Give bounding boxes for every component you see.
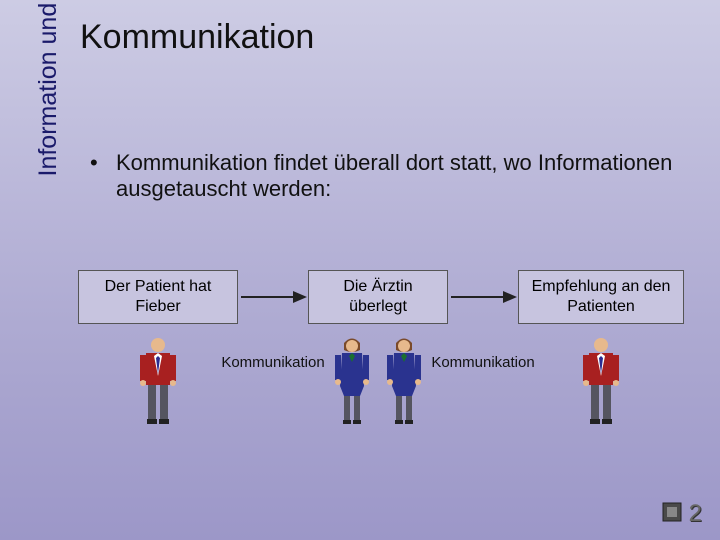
arrow-2	[448, 288, 518, 306]
step-box-2: Die Ärztin überlegt	[308, 270, 448, 324]
page-ornament-icon	[662, 502, 682, 522]
arrow-label-2: Kommunikation	[448, 336, 518, 371]
figure-patient-1	[78, 336, 238, 424]
page-title: Kommunikation	[80, 18, 314, 57]
step-box-1: Der Patient hat Fieber	[78, 270, 238, 324]
person-male-icon	[136, 336, 180, 424]
sidebar-title: Information und Kommunikation	[34, 0, 63, 270]
arrow-right-icon	[239, 288, 307, 306]
figure-doctor-pair	[308, 336, 448, 429]
step-box-3: Empfehlung an den Patienten	[518, 270, 684, 324]
person-female-icon	[382, 336, 426, 424]
page-number: 2	[689, 500, 702, 528]
arrow-label-1: Kommunikation	[238, 336, 308, 371]
boxes-row: Der Patient hat Fieber Die Ärztin überle…	[78, 270, 698, 324]
figure-patient-2	[518, 336, 684, 424]
bullet-dot-icon: •	[90, 150, 116, 202]
arrow-right-icon	[449, 288, 517, 306]
figures-row: Kommunikation Kommunikation	[78, 336, 698, 429]
bullet-text: Kommunikation findet überall dort statt,…	[116, 150, 690, 202]
process-diagram: Der Patient hat Fieber Die Ärztin überle…	[78, 270, 698, 429]
person-female-icon	[330, 336, 374, 424]
arrow-1	[238, 288, 308, 306]
person-male-icon	[579, 336, 623, 424]
bullet-item: • Kommunikation findet überall dort stat…	[90, 150, 690, 202]
